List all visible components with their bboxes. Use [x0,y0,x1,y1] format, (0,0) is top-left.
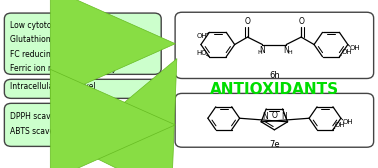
Text: N: N [284,46,289,55]
Text: HO: HO [197,50,208,56]
FancyBboxPatch shape [175,93,373,147]
Text: N: N [260,46,265,55]
Text: ANTIOXIDANTS: ANTIOXIDANTS [210,82,339,97]
Text: Low cytotoxicity: Low cytotoxicity [10,21,72,30]
Text: H: H [287,50,292,55]
Text: Intracellular ROS level: Intracellular ROS level [10,82,96,91]
Text: OH: OH [341,49,352,55]
Text: DPPH scavenging activity: DPPH scavenging activity [10,112,108,121]
FancyBboxPatch shape [5,103,161,146]
Text: Glutathione peroxidase: Glutathione peroxidase [10,35,100,44]
Text: OH: OH [343,119,353,125]
Text: O: O [271,111,277,120]
Text: N: N [262,112,268,121]
Text: 7e: 7e [269,140,280,149]
Text: OH: OH [197,33,208,39]
Text: H: H [257,50,262,55]
Text: FC reducing capacity: FC reducing capacity [10,50,91,58]
Text: O: O [245,17,251,26]
Text: 6h: 6h [269,71,280,80]
Text: O: O [298,17,304,26]
Text: ABTS scavenging activity: ABTS scavenging activity [10,127,107,136]
FancyBboxPatch shape [5,79,161,98]
FancyBboxPatch shape [175,12,373,78]
Text: OH: OH [350,45,361,51]
FancyBboxPatch shape [5,13,161,74]
Text: OH: OH [335,122,345,128]
Text: Ferric ion reducing capacity: Ferric ion reducing capacity [10,64,117,73]
Text: N: N [281,112,287,121]
